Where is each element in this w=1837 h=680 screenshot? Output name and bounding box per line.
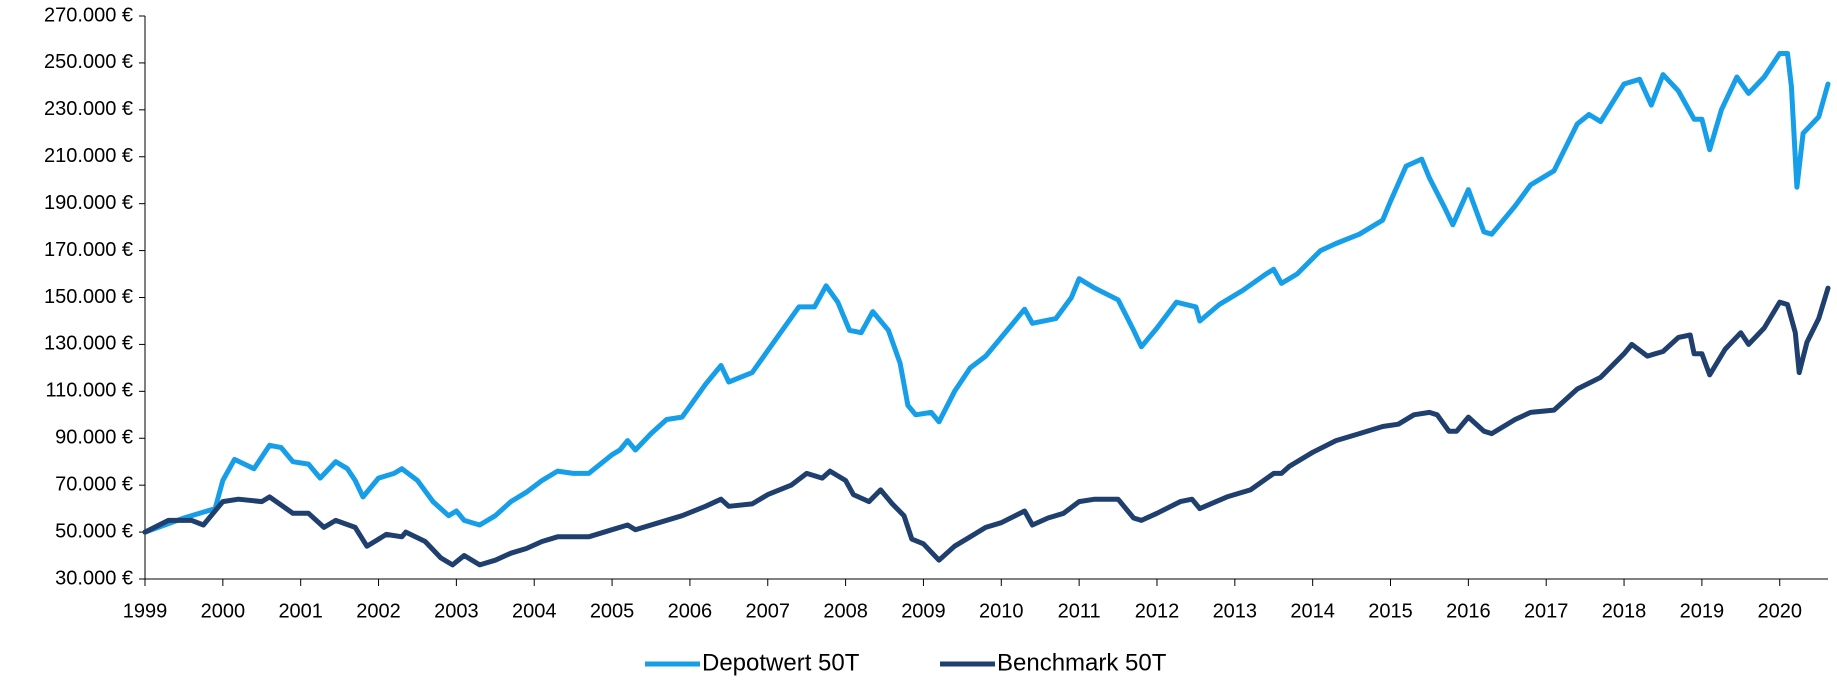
- x-tick-label: 2020: [1757, 600, 1802, 622]
- x-tick-label: 2010: [979, 600, 1024, 622]
- legend-label: Benchmark 50T: [997, 649, 1167, 676]
- x-tick-label: 2012: [1135, 600, 1180, 622]
- x-tick-label: 2000: [201, 600, 246, 622]
- y-tick-label: 110.000 €: [46, 380, 134, 402]
- y-tick-label: 70.000 €: [55, 473, 133, 495]
- x-tick-label: 1999: [123, 600, 168, 622]
- y-tick-label: 50.000 €: [55, 520, 133, 542]
- x-tick-label: 2015: [1368, 600, 1413, 622]
- x-tick-label: 2019: [1680, 600, 1725, 622]
- x-tick-label: 2005: [590, 600, 635, 622]
- x-tick-label: 2001: [278, 600, 323, 622]
- y-tick-label: 270.000 €: [44, 4, 133, 26]
- legend-label: Depotwert 50T: [702, 649, 860, 676]
- x-tick-label: 2014: [1290, 600, 1335, 622]
- x-tick-label: 2004: [512, 600, 557, 622]
- y-tick-label: 30.000 €: [55, 567, 133, 589]
- series-line: [142, 51, 1831, 535]
- x-tick-label: 2013: [1213, 600, 1258, 622]
- x-tick-label: 2003: [434, 600, 479, 622]
- x-tick-label: 2011: [1058, 600, 1101, 622]
- x-tick-label: 2006: [668, 600, 713, 622]
- y-tick-label: 150.000 €: [44, 286, 133, 308]
- y-tick-label: 210.000 €: [44, 145, 133, 167]
- y-tick-label: 250.000 €: [44, 51, 133, 73]
- x-tick-label: 2008: [823, 600, 868, 622]
- y-tick-label: 90.000 €: [55, 427, 133, 449]
- y-tick-label: 170.000 €: [44, 239, 133, 261]
- x-tick-label: 2002: [356, 600, 401, 622]
- y-tick-label: 230.000 €: [44, 98, 133, 120]
- y-tick-label: 190.000 €: [44, 192, 133, 214]
- x-tick-label: 2009: [901, 600, 946, 622]
- x-tick-label: 2017: [1524, 600, 1569, 622]
- x-tick-label: 2007: [746, 600, 791, 622]
- x-tick-label: 2016: [1446, 600, 1491, 622]
- series-line: [142, 285, 1831, 568]
- y-tick-label: 130.000 €: [44, 333, 133, 355]
- x-tick-label: 2018: [1602, 600, 1647, 622]
